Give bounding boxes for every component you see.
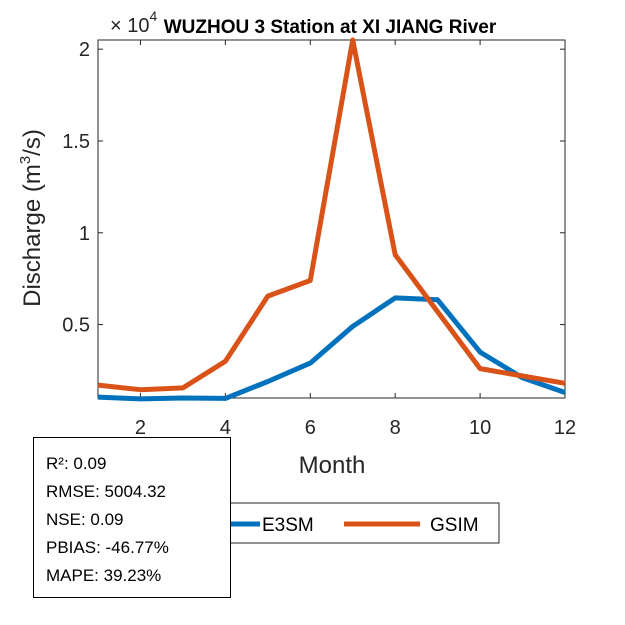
series-line-e3sm [97, 295, 566, 402]
x-tick-label: 4 [220, 417, 231, 439]
legend-label-e3sm: E3SM [262, 515, 314, 536]
stat-pbias: PBIAS: -46.77% [46, 538, 169, 557]
x-tick-label: 2 [135, 417, 146, 439]
stat-mape: MAPE: 39.23% [46, 566, 162, 585]
series-line-gsim [97, 37, 566, 393]
chart-title: WUZHOU 3 Station at XI JIANG River [164, 17, 497, 38]
plot-frame [97, 39, 566, 399]
x-tick-label: 8 [390, 417, 401, 439]
stat-nse: NSE: 0.09 [46, 510, 124, 529]
y-tick-labels: 0.5 1 1.5 2 [62, 39, 90, 336]
stat-rmse: RMSE: 5004.32 [46, 482, 167, 501]
y-axis-label: Discharge (m3/s) [17, 129, 46, 307]
x-tick-label: 10 [469, 417, 491, 439]
axis-ticks [98, 40, 566, 398]
stat-r2: R²: 0.09 [46, 454, 107, 473]
y-tick-label: 2 [79, 39, 90, 61]
x-tick-labels: 2 4 6 8 10 12 [135, 417, 576, 439]
stats-box: R²: 0.09 RMSE: 5004.32 NSE: 0.09 PBIAS: … [33, 437, 231, 598]
x-tick-label: 6 [305, 417, 316, 439]
legend-label-gsim: GSIM [430, 515, 479, 536]
x-axis-label: Month [299, 452, 366, 479]
series-lines [97, 37, 566, 402]
y-tick-label: 1.5 [62, 131, 90, 153]
y-tick-label: 0.5 [62, 315, 90, 337]
y-tick-label: 1 [79, 223, 90, 245]
y-exponent-label: × 104 [110, 8, 157, 37]
x-tick-label: 12 [554, 417, 576, 439]
